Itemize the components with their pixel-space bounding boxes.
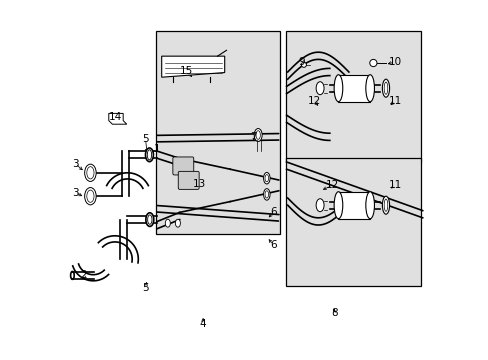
Bar <box>285 31 420 162</box>
Text: 2: 2 <box>80 270 87 280</box>
Bar <box>338 192 369 219</box>
Ellipse shape <box>263 172 269 184</box>
Ellipse shape <box>84 164 96 181</box>
Text: 15: 15 <box>180 66 193 76</box>
Ellipse shape <box>365 192 374 219</box>
Text: 5: 5 <box>142 283 148 293</box>
Ellipse shape <box>175 219 180 227</box>
Ellipse shape <box>369 59 376 67</box>
Ellipse shape <box>382 79 389 97</box>
Text: 11: 11 <box>387 96 401 106</box>
Ellipse shape <box>263 189 269 200</box>
Ellipse shape <box>316 199 324 212</box>
Text: 9: 9 <box>298 57 305 67</box>
Text: 13: 13 <box>192 179 206 189</box>
FancyBboxPatch shape <box>178 171 199 189</box>
Ellipse shape <box>316 82 324 95</box>
Polygon shape <box>162 56 224 77</box>
Text: 11: 11 <box>387 180 401 190</box>
Text: 10: 10 <box>387 57 401 67</box>
Text: 4: 4 <box>200 319 206 329</box>
Text: 5: 5 <box>142 134 148 144</box>
FancyBboxPatch shape <box>172 157 193 175</box>
Text: 12: 12 <box>325 180 339 190</box>
Text: 8: 8 <box>330 308 337 318</box>
Ellipse shape <box>84 188 96 205</box>
Text: 3: 3 <box>72 159 79 169</box>
Text: 6: 6 <box>269 207 276 217</box>
Text: 14: 14 <box>109 112 122 122</box>
Bar <box>156 31 280 234</box>
Bar <box>285 158 420 286</box>
Ellipse shape <box>301 62 306 67</box>
Ellipse shape <box>365 75 374 102</box>
Ellipse shape <box>333 75 342 102</box>
Text: 1: 1 <box>154 144 161 154</box>
Ellipse shape <box>165 219 170 227</box>
Polygon shape <box>108 113 126 124</box>
Text: 3: 3 <box>72 188 79 198</box>
Ellipse shape <box>382 196 389 214</box>
Ellipse shape <box>145 148 153 162</box>
Ellipse shape <box>333 192 342 219</box>
Bar <box>338 75 369 102</box>
Ellipse shape <box>145 213 153 226</box>
Text: 6: 6 <box>269 240 276 250</box>
Ellipse shape <box>254 129 262 141</box>
Text: 12: 12 <box>307 96 320 106</box>
Text: 7: 7 <box>250 132 256 142</box>
